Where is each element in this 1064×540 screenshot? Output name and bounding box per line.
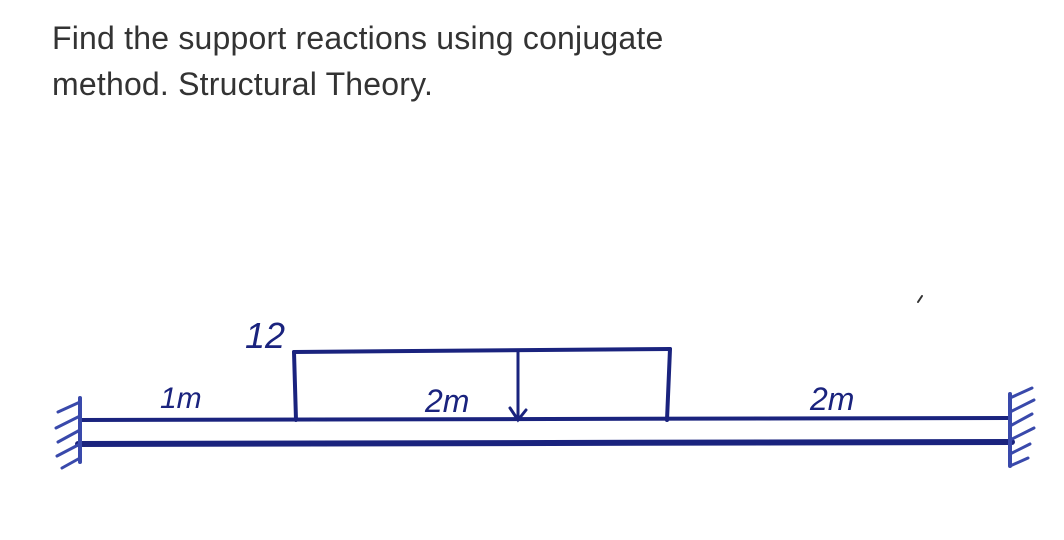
segment-label-1: 2m bbox=[424, 383, 469, 419]
right-hatch-1 bbox=[1010, 400, 1034, 412]
right-hatch-0 bbox=[1010, 388, 1032, 398]
udl-left bbox=[294, 352, 296, 420]
beam-top-edge bbox=[80, 418, 1010, 420]
segment-label-0: 1m bbox=[160, 382, 202, 415]
beam bbox=[78, 418, 1012, 444]
left-hatch-2 bbox=[56, 416, 80, 428]
stray-mark bbox=[918, 296, 922, 302]
right-support bbox=[1010, 388, 1034, 466]
beam-svg: 12 1m 2m 2m bbox=[40, 290, 1040, 510]
left-hatch-5 bbox=[62, 458, 80, 468]
question-line2: method. Structural Theory. bbox=[52, 61, 663, 107]
udl-load bbox=[294, 349, 670, 420]
load-label: 12 bbox=[245, 315, 285, 356]
beam-diagram: 12 1m 2m 2m bbox=[40, 290, 1040, 510]
beam-bottom-edge bbox=[78, 442, 1012, 444]
right-hatch-3 bbox=[1010, 428, 1034, 440]
right-hatch-2 bbox=[1010, 414, 1032, 426]
question-line1: Find the support reactions using conjuga… bbox=[52, 15, 663, 61]
left-support bbox=[56, 398, 80, 468]
left-hatch-3 bbox=[58, 430, 80, 442]
left-hatch-1 bbox=[58, 402, 80, 412]
udl-right bbox=[667, 349, 670, 420]
right-hatch-5 bbox=[1010, 458, 1028, 466]
left-hatch-4 bbox=[57, 444, 80, 456]
question-text: Find the support reactions using conjuga… bbox=[52, 15, 663, 108]
segment-label-2: 2m bbox=[809, 381, 854, 417]
udl-top bbox=[294, 349, 670, 352]
right-hatch-4 bbox=[1010, 444, 1030, 454]
